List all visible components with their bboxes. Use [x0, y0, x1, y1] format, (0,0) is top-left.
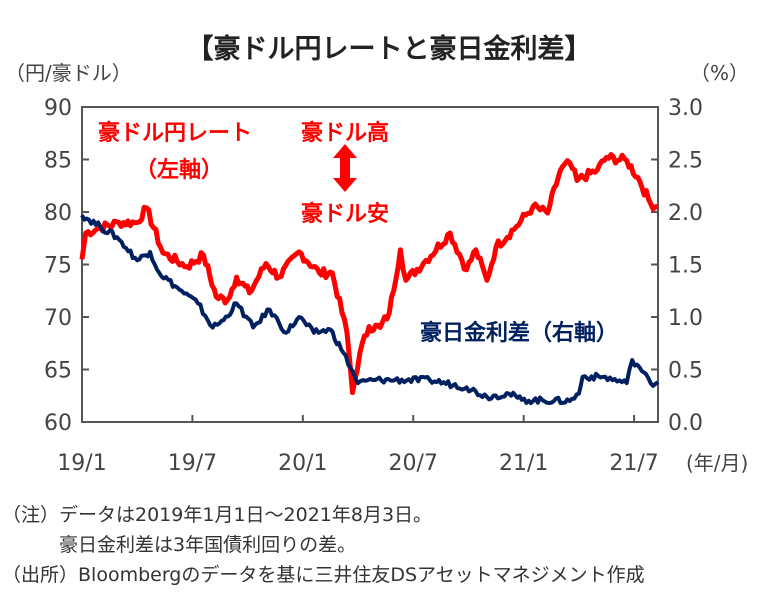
y-right-tick-label: 0.0 — [668, 411, 703, 436]
note-source: （出所）Bloombergのデータを基に三井住友DSアセットマネジメント作成 — [2, 564, 645, 586]
y-left-tick-label: 75 — [44, 254, 72, 279]
fx-series-label: 豪ドル円レート — [98, 120, 252, 146]
plot-frame — [81, 106, 659, 423]
note-data-period: （注）データは2019年1月1日～2021年8月3日。 — [2, 504, 433, 526]
y-right-tick-label: 1.0 — [668, 306, 703, 331]
y-left-tick-label: 70 — [44, 306, 72, 331]
series-line-aud-jpy — [79, 152, 659, 396]
y-right-tick-label: 2.0 — [668, 201, 703, 226]
x-tick-label: 19/7 — [168, 451, 217, 476]
y-left-tick-label: 90 — [44, 96, 72, 121]
annotation-aud-weak: 豪ドル安 — [301, 201, 389, 227]
y-right-tick-label: 3.0 — [668, 96, 703, 121]
x-tick-label: 20/1 — [278, 451, 327, 476]
double-arrow-icon — [333, 144, 357, 192]
y-right-tick-label: 1.5 — [668, 254, 703, 279]
series-line-rate-spread — [80, 214, 660, 406]
x-tick-label: 19/1 — [57, 451, 106, 476]
annotation-aud-strong: 豪ドル高 — [301, 120, 389, 146]
y-right-tick-label: 0.5 — [668, 359, 703, 384]
y-left-tick-label: 80 — [44, 201, 72, 226]
x-tick-label: 21/7 — [609, 451, 658, 476]
x-tick-label: 20/7 — [389, 451, 438, 476]
chart-title: 【豪ドル円レートと豪日金利差】 — [187, 33, 592, 65]
y-left-label: （円/豪ドル） — [5, 61, 132, 85]
x-tick-label: 21/1 — [499, 451, 548, 476]
fx-series-axis-label: （左軸） — [135, 157, 223, 183]
x-unit-label: (年/月) — [686, 451, 748, 475]
y-left-tick-label: 65 — [44, 359, 72, 384]
y-right-tick-label: 2.5 — [668, 149, 703, 174]
note-spread-definition: 豪日金利差は3年国債利回りの差。 — [2, 534, 357, 556]
y-left-tick-label: 85 — [44, 149, 72, 174]
spread-series-label: 豪日金利差（右軸） — [420, 320, 618, 346]
y-right-label: （%） — [690, 61, 749, 85]
y-left-tick-label: 60 — [44, 411, 72, 436]
